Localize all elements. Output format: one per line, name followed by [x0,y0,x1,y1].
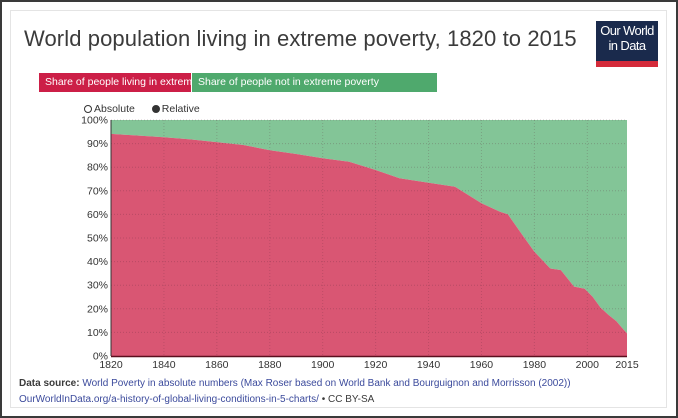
y-tick-label: 90% [87,138,108,150]
y-tick-label: 50% [87,233,108,245]
data-source: Data source: World Poverty in absolute n… [19,378,571,389]
x-tick-label: 1980 [523,359,547,371]
radio-relative[interactable]: Relative [151,103,200,115]
y-tick-label: 60% [87,209,108,221]
logo-line-2: in Data [608,38,647,53]
radio-absolute-label: Absolute [94,103,135,115]
logo-line-1: Our World [600,23,654,38]
x-tick-label: 1840 [152,359,176,371]
y-tick-label: 30% [87,280,108,292]
footer-license: CC BY-SA [328,394,375,405]
data-source-link[interactable]: World Poverty in absolute numbers (Max R… [82,378,571,389]
x-tick-label: 1940 [417,359,441,371]
owid-logo[interactable]: Our World in Data [596,21,658,67]
y-tick-label: 40% [87,256,108,268]
radio-filled-icon [151,105,160,113]
footer-line: OurWorldInData.org/a-history-of-global-l… [19,394,374,405]
x-tick-label: 1920 [364,359,388,371]
footer-url-link[interactable]: OurWorldInData.org/a-history-of-global-l… [19,394,319,405]
y-tick-label: 0% [93,351,108,363]
legend-item-poverty[interactable]: Share of people living in extreme povert… [39,73,235,92]
y-tick-label: 100% [81,115,108,127]
mode-toggle: Absolute Relative [84,103,214,116]
radio-relative-label: Relative [161,103,200,115]
x-tick-label: 1900 [311,359,335,371]
y-tick-label: 80% [87,162,108,174]
footer-separator: • [321,394,326,405]
x-tick-label: 2015 [615,359,639,371]
data-source-label: Data source: [19,378,80,389]
area-in-poverty[interactable] [111,133,627,356]
x-tick-label: 1880 [258,359,282,371]
x-tick-label: 1860 [205,359,229,371]
y-tick-label: 10% [87,327,108,339]
area-not-in-poverty[interactable] [111,120,627,334]
legend-item-not-poverty[interactable]: Share of people not in extreme poverty [192,73,437,92]
y-tick-label: 70% [87,185,108,197]
x-tick-label: 1960 [470,359,494,371]
x-tick-label: 1820 [99,359,123,371]
x-tick-label: 2000 [576,359,600,371]
radio-absolute[interactable]: Absolute [84,103,135,115]
radio-empty-icon [84,105,92,113]
y-tick-label: 20% [87,303,108,315]
chart-title: World population living in extreme pover… [24,26,577,51]
